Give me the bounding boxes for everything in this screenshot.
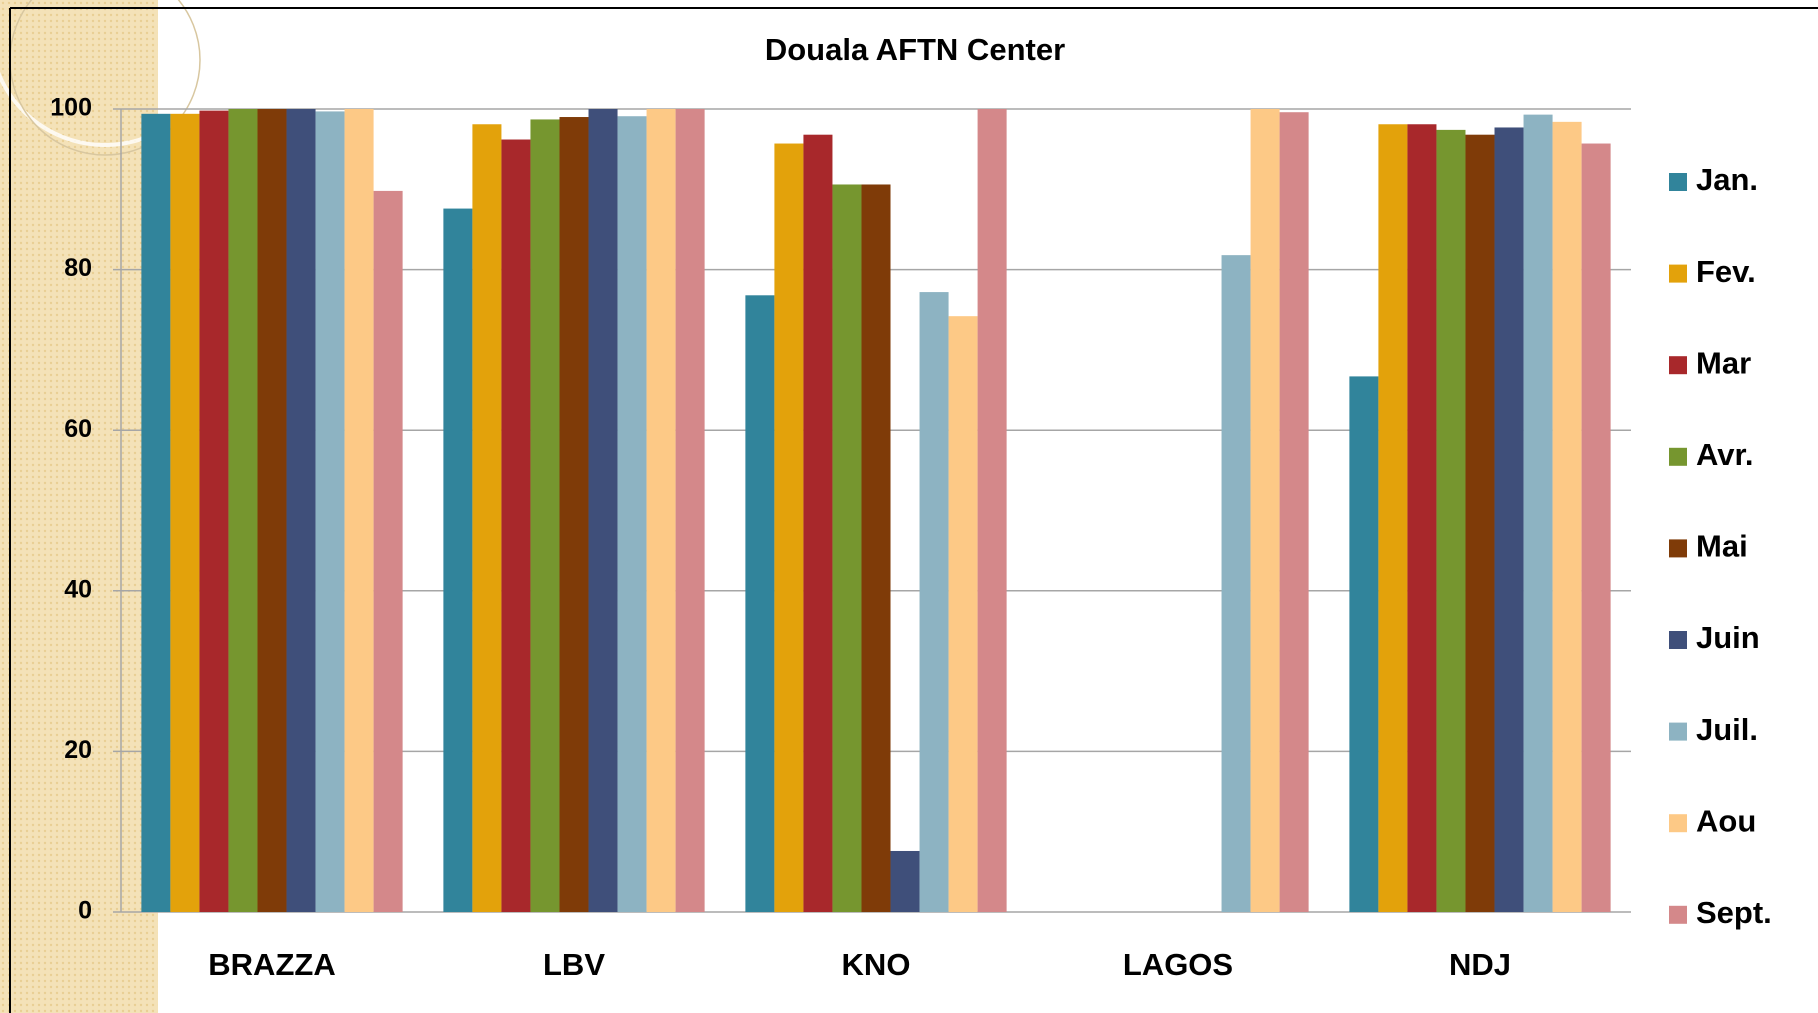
y-tick-label: 60 — [64, 415, 92, 443]
side-strip — [0, 0, 158, 1013]
legend-swatch — [1669, 631, 1687, 649]
bar — [501, 139, 531, 913]
legend-label: Mar — [1696, 345, 1751, 380]
bar — [443, 208, 473, 912]
bar — [948, 316, 978, 912]
x-tick-label: NDJ — [1449, 947, 1511, 982]
legend-label: Aou — [1696, 803, 1756, 838]
legend-swatch — [1669, 814, 1687, 833]
bar — [1349, 376, 1379, 912]
bar — [170, 113, 200, 913]
legend-swatch — [1669, 264, 1687, 283]
bar — [257, 109, 287, 912]
bar — [588, 109, 618, 912]
bar — [861, 184, 891, 912]
y-tick-label: 100 — [50, 94, 92, 122]
x-tick-label: LBV — [543, 947, 605, 982]
bar — [1581, 143, 1611, 913]
bar — [228, 109, 258, 912]
bar — [675, 109, 705, 912]
bar — [344, 109, 374, 912]
bar — [141, 113, 171, 913]
bar — [315, 111, 345, 912]
bar — [803, 134, 833, 913]
legend-swatch — [1669, 722, 1687, 741]
decor-arc — [0, 0, 222, 147]
bar — [286, 109, 316, 912]
bar — [559, 117, 589, 912]
bar — [1221, 255, 1251, 912]
bar — [1465, 134, 1495, 913]
bar — [1250, 109, 1280, 912]
legend-label: Avr. — [1696, 437, 1753, 472]
legend-label: Sept. — [1696, 895, 1772, 930]
bar — [1378, 124, 1408, 912]
legend-label: Mai — [1696, 529, 1748, 564]
bar — [530, 119, 560, 912]
x-tick-label: KNO — [842, 947, 911, 982]
bar — [1523, 114, 1553, 913]
bar — [1407, 124, 1437, 912]
legend-swatch — [1669, 447, 1687, 466]
legend-swatch — [1669, 173, 1687, 191]
bar — [373, 190, 403, 912]
bar — [617, 116, 647, 913]
bar — [472, 124, 502, 912]
x-tick-label: BRAZZA — [208, 947, 335, 982]
y-tick-label: 0 — [78, 897, 92, 925]
bar — [774, 143, 804, 913]
legend-label: Juin — [1696, 620, 1760, 655]
bar — [199, 110, 229, 912]
y-tick-label: 40 — [64, 575, 92, 603]
bar — [745, 295, 775, 912]
legend-swatch — [1669, 356, 1687, 375]
legend-swatch — [1669, 539, 1687, 558]
legend-label: Jan. — [1696, 162, 1758, 197]
bar — [977, 109, 1007, 912]
bar — [1552, 121, 1582, 912]
bar — [890, 850, 920, 912]
bar — [919, 292, 949, 913]
bar — [832, 184, 862, 912]
y-tick-label: 20 — [64, 736, 92, 764]
legend-label: Fev. — [1696, 254, 1756, 289]
bar — [1436, 129, 1466, 913]
bar — [1494, 127, 1524, 913]
x-tick-label: LAGOS — [1123, 947, 1233, 982]
legend-label: Juil. — [1696, 712, 1758, 747]
chart-title: Douala AFTN Center — [765, 32, 1065, 67]
bar — [646, 109, 676, 912]
y-tick-label: 80 — [64, 254, 92, 282]
legend-swatch — [1669, 905, 1687, 924]
bar — [1279, 112, 1309, 913]
